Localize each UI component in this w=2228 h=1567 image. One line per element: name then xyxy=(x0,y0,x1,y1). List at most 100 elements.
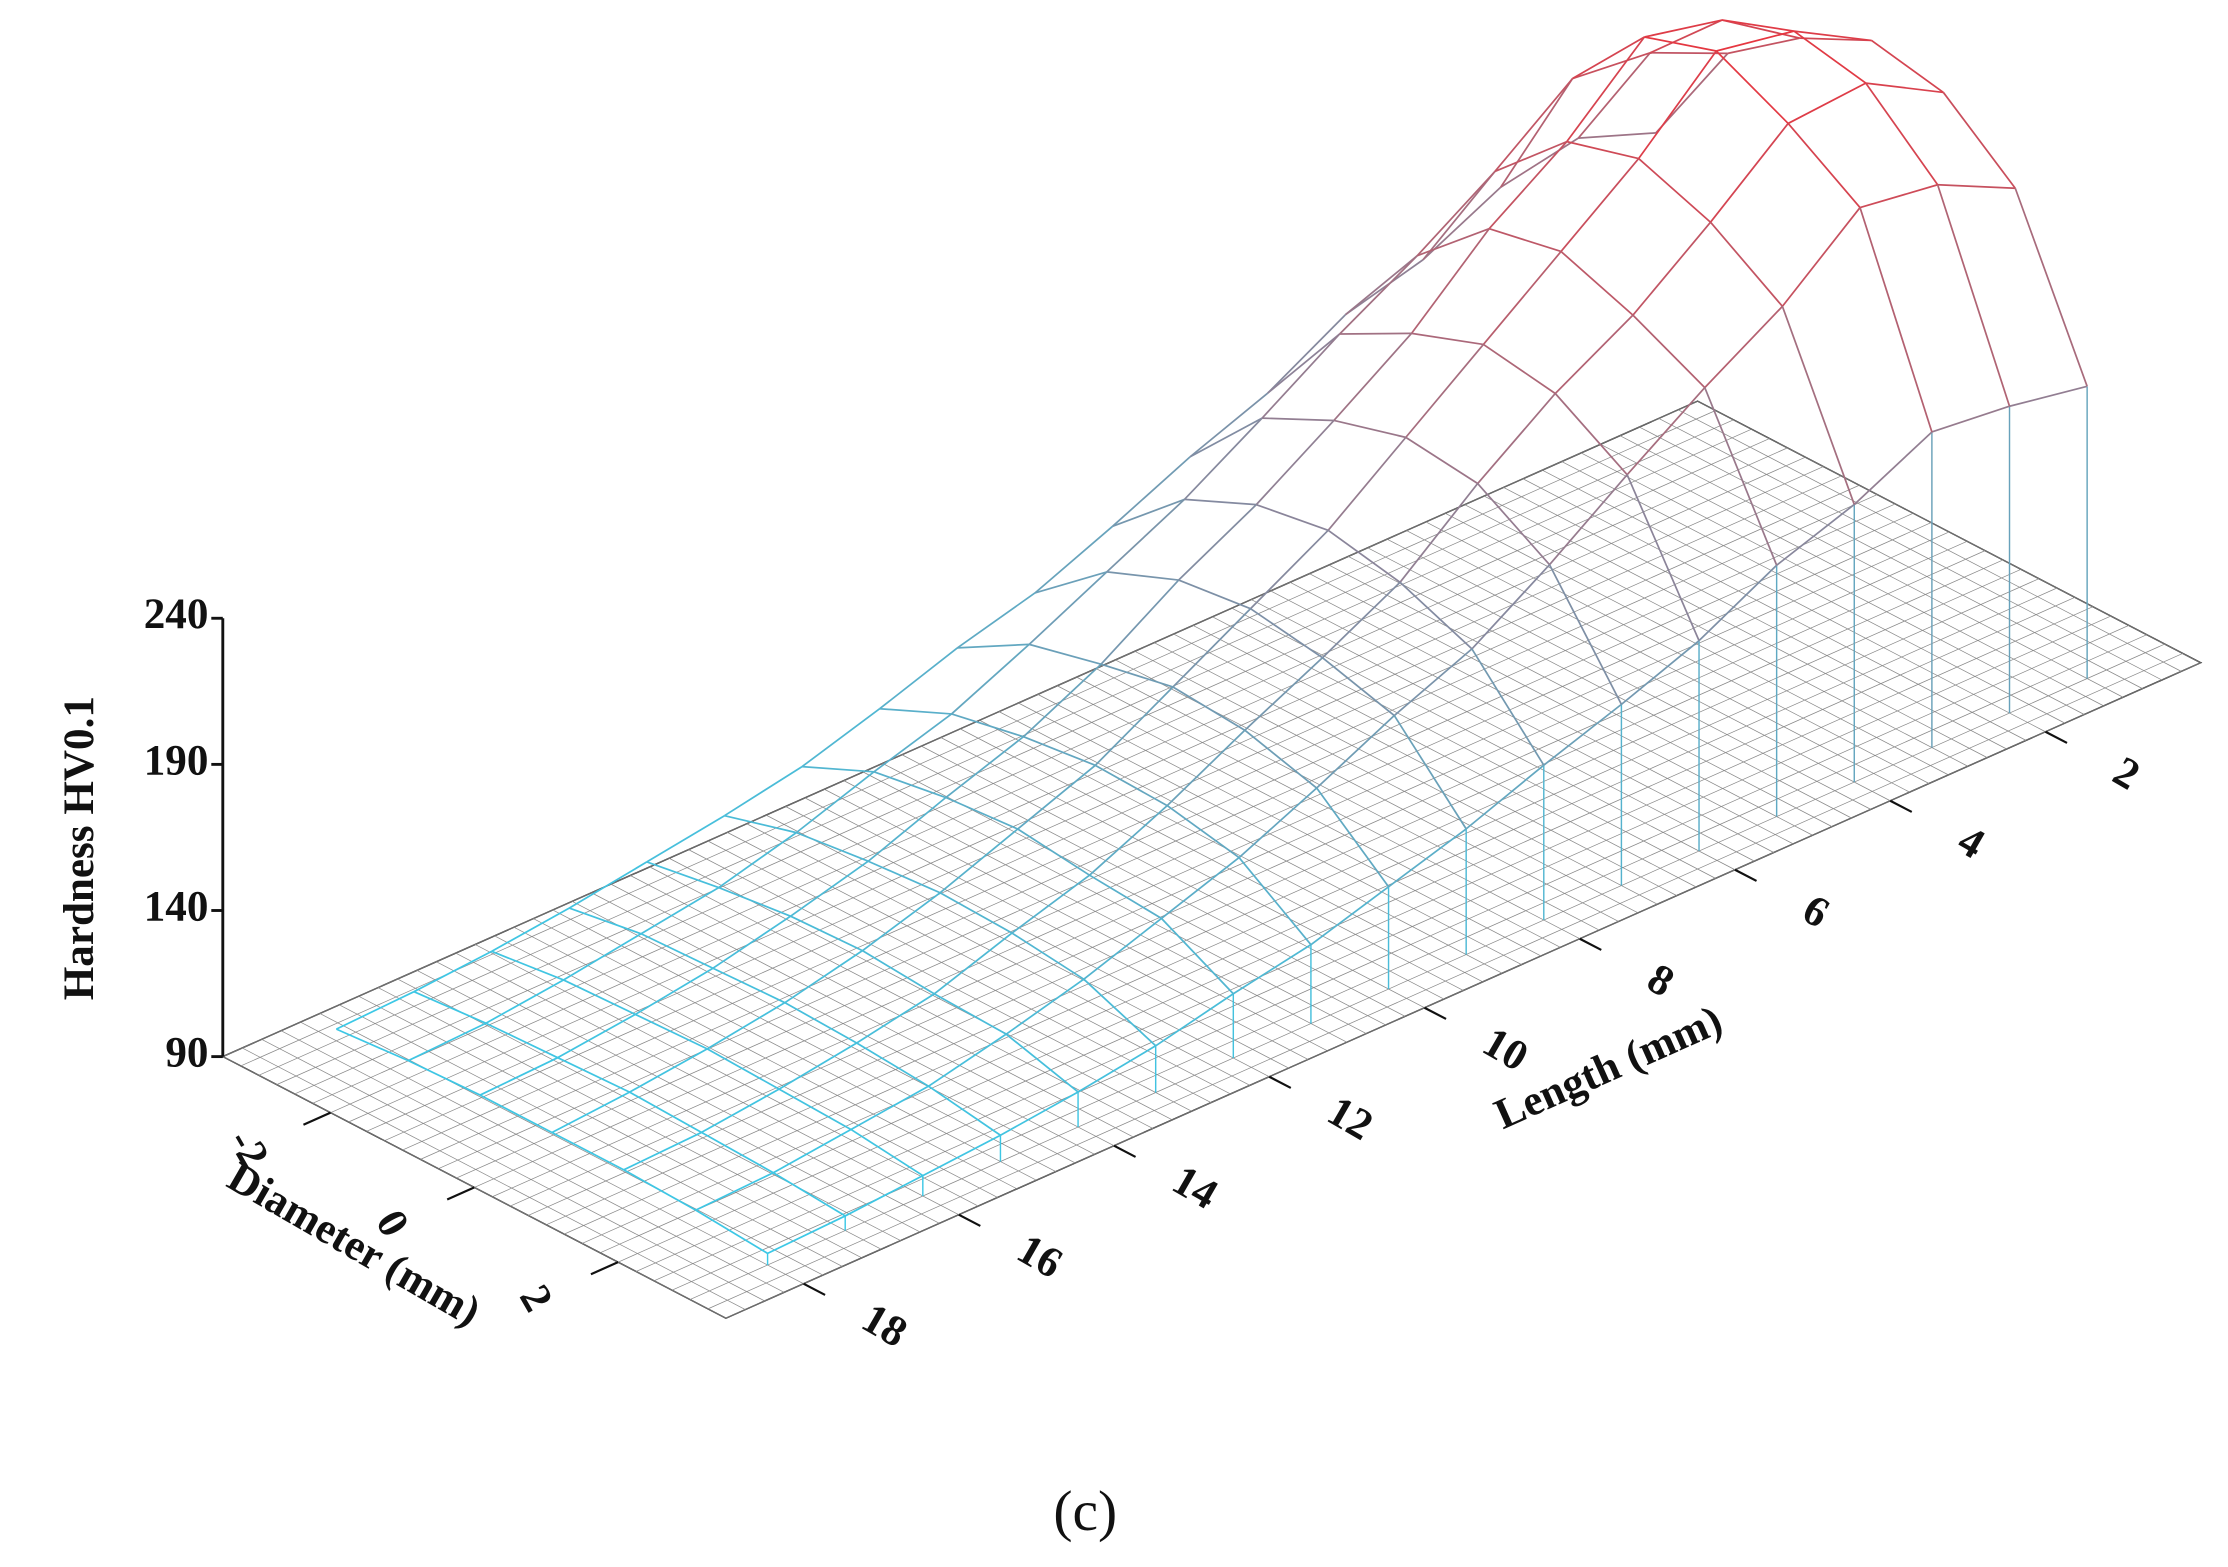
surface-segment xyxy=(945,796,1019,830)
surface-segment xyxy=(1316,714,1395,789)
y-tick-label: 2 xyxy=(510,1277,561,1319)
surface-segment xyxy=(1776,503,1855,566)
surface-segment xyxy=(629,1048,708,1093)
x-tick xyxy=(1268,1075,1292,1089)
x-tick-label: 2 xyxy=(2105,748,2147,799)
surface-segment xyxy=(772,1128,852,1174)
surface-segment xyxy=(1000,1091,1079,1136)
surface-segment xyxy=(485,1022,559,1059)
surface-segment xyxy=(1262,417,1334,422)
base-grid xyxy=(921,745,1425,1009)
surface-segment xyxy=(1644,36,1717,52)
base-grid xyxy=(339,1004,843,1267)
surface-segment xyxy=(1339,255,1418,335)
surface-segment xyxy=(879,707,952,715)
surface-segment xyxy=(723,765,803,817)
surface-segment xyxy=(1411,332,1484,346)
y-axis-label: Diameter (mm) xyxy=(220,1154,488,1336)
base-grid xyxy=(1658,418,2163,681)
base-grid xyxy=(1309,573,1813,836)
surface-segment xyxy=(1937,183,2016,190)
base-grid xyxy=(1057,685,1561,948)
base-grid xyxy=(533,918,1037,1181)
surface-segment xyxy=(801,708,881,768)
base-grid xyxy=(242,1047,746,1310)
base-grid xyxy=(319,1013,824,1276)
surface-segment xyxy=(1094,764,1168,807)
base-grid xyxy=(1289,581,1794,845)
surface-segment xyxy=(772,1171,846,1217)
surface-segment xyxy=(646,814,725,863)
surface-segment xyxy=(551,1131,625,1171)
surface-segment xyxy=(951,713,1024,738)
surface-segment xyxy=(1632,314,1706,389)
surface-segment xyxy=(1238,857,1312,946)
base-grid xyxy=(901,754,1406,1017)
surface-segment xyxy=(1650,51,1728,55)
surface-segment xyxy=(551,1091,630,1134)
surface-segment xyxy=(950,643,1030,715)
surface-segment xyxy=(1637,50,1717,160)
surface-segment xyxy=(1005,1033,1079,1093)
base-grid xyxy=(1483,495,1988,758)
base-grid xyxy=(261,1039,765,1302)
surface-segment xyxy=(795,771,875,834)
base-grid xyxy=(1600,443,2104,707)
surface-segment xyxy=(1698,564,1778,642)
surface-segment xyxy=(850,1085,929,1131)
surface-segment xyxy=(1178,579,1251,610)
base-grid xyxy=(1542,469,2046,733)
surface-segment xyxy=(1017,828,1091,876)
surface-segment xyxy=(1554,314,1634,395)
surface-segment xyxy=(1727,37,1800,55)
surface-segment xyxy=(1560,250,1634,316)
surface-segment xyxy=(557,1013,636,1059)
surface-segment xyxy=(479,1056,559,1096)
x-axis-label: Length (mm) xyxy=(1488,997,1729,1139)
surface-segment xyxy=(1704,305,1784,389)
base-grid xyxy=(610,883,1115,1147)
y-tick xyxy=(590,1261,619,1276)
surface-segment xyxy=(1172,608,1252,688)
surface-segment xyxy=(1799,37,1872,42)
base-grid xyxy=(1367,547,1871,810)
surface-segment xyxy=(1465,764,1545,830)
surface-segment xyxy=(867,860,941,894)
surface-segment xyxy=(1499,78,1574,188)
surface-segment xyxy=(802,765,875,773)
surface-segment xyxy=(1554,392,1628,476)
surface-segment xyxy=(1500,137,1579,188)
surface-segment xyxy=(933,993,1007,1035)
surface-segment xyxy=(1793,30,1867,84)
surface-segment xyxy=(563,933,642,981)
surface-segment xyxy=(1028,571,1108,646)
surface-segment xyxy=(1344,254,1418,316)
y-tick xyxy=(303,1111,332,1126)
base-grid xyxy=(1212,616,1716,879)
base-grid xyxy=(591,892,1095,1155)
surface-segment xyxy=(1416,227,1490,257)
base-grid xyxy=(1095,668,1600,931)
base-grid xyxy=(513,926,1018,1190)
z-tick-label: 90 xyxy=(165,1030,208,1077)
surface-segment xyxy=(1183,417,1263,501)
surface-segment xyxy=(413,990,487,1025)
surface-segment xyxy=(867,796,947,862)
surface-segment xyxy=(1793,30,1872,42)
surface-segment xyxy=(1715,50,1789,125)
base-grid xyxy=(1561,461,2066,724)
base-grid xyxy=(397,978,901,1241)
base-grid xyxy=(765,814,1270,1078)
surface-segment xyxy=(861,892,941,952)
surface-segment xyxy=(1034,571,1108,594)
base-grid xyxy=(1697,400,2201,664)
surface-segment xyxy=(956,592,1036,649)
surface-segment xyxy=(634,967,714,1016)
surface-segment xyxy=(701,1131,774,1174)
surface-segment xyxy=(1244,729,1318,789)
x-tick xyxy=(1889,799,1913,813)
x-tick-label: 6 xyxy=(1795,886,1837,937)
surface-segment xyxy=(1649,19,1723,54)
surface-segment xyxy=(1327,436,1407,531)
surface-segment xyxy=(1327,529,1401,584)
